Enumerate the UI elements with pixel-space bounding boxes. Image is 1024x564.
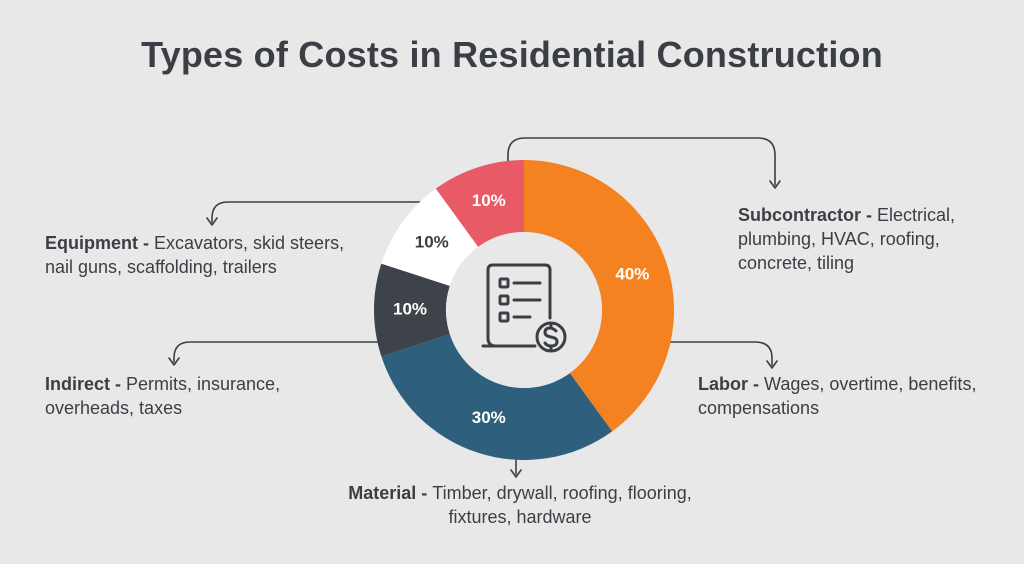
subcontractor-description: Electrical, plumbing, HVAC, roofing, con… [738, 205, 956, 273]
slice-labels: 40% 30% 10% 10% 10% [393, 191, 649, 427]
labor-callout: Labor - Wages, overtime, benefits, compe… [698, 372, 998, 420]
connector-lines [168, 137, 781, 478]
equipment-description: Excavators, skid steers, nail guns, scaf… [45, 233, 345, 277]
indirect-connector [173, 341, 379, 363]
labor-slice [524, 160, 674, 432]
labor-arrowhead [766, 360, 778, 369]
material-arrowhead [510, 469, 522, 478]
subcontractor-arrowhead [769, 180, 781, 189]
labor-connector [644, 341, 773, 366]
subcontractor-connector [507, 137, 776, 186]
equipment-connector [211, 201, 433, 223]
equipment-percent-label: 10% [415, 232, 449, 251]
indirect-percent-label: 10% [393, 299, 427, 318]
chart-title: Types of Costs in Residential Constructi… [141, 34, 883, 75]
indirect-separator: - [110, 374, 127, 394]
labor-name: Labor [698, 374, 749, 394]
donut-slices [374, 160, 674, 460]
indirect-slice [374, 263, 450, 357]
subcontractor-callout: Subcontractor - Electrical, plumbing, HV… [738, 203, 1018, 275]
invoice-dollar-icon [481, 263, 567, 353]
material-separator: - [416, 483, 433, 503]
subcontractor-percent-label: 10% [472, 191, 506, 210]
labor-separator: - [748, 374, 765, 394]
subcontractor-slice [435, 160, 524, 247]
labor-percent-label: 40% [615, 264, 649, 283]
equipment-slice [381, 188, 479, 286]
labor-description: Wages, overtime, benefits, compensations [698, 374, 977, 418]
indirect-arrowhead [168, 357, 180, 366]
subcontractor-separator: - [861, 205, 878, 225]
equipment-arrowhead [206, 217, 218, 226]
equipment-callout: Equipment - Excavators, skid steers, nai… [45, 231, 345, 279]
subcontractor-name: Subcontractor [738, 205, 862, 225]
material-percent-label: 30% [472, 408, 506, 427]
donut-hole [446, 232, 602, 388]
material-slice [381, 334, 613, 460]
equipment-separator: - [138, 233, 154, 253]
equipment-name: Equipment [45, 233, 138, 253]
indirect-name: Indirect [45, 374, 111, 394]
indirect-callout: Indirect - Permits, insurance, overheads… [45, 372, 345, 420]
material-name: Material [348, 483, 417, 503]
material-callout: Material - Timber, drywall, roofing, flo… [340, 481, 700, 529]
material-description: Timber, drywall, roofing, flooring, fixt… [432, 483, 692, 527]
indirect-description: Permits, insurance, overheads, taxes [45, 374, 281, 418]
